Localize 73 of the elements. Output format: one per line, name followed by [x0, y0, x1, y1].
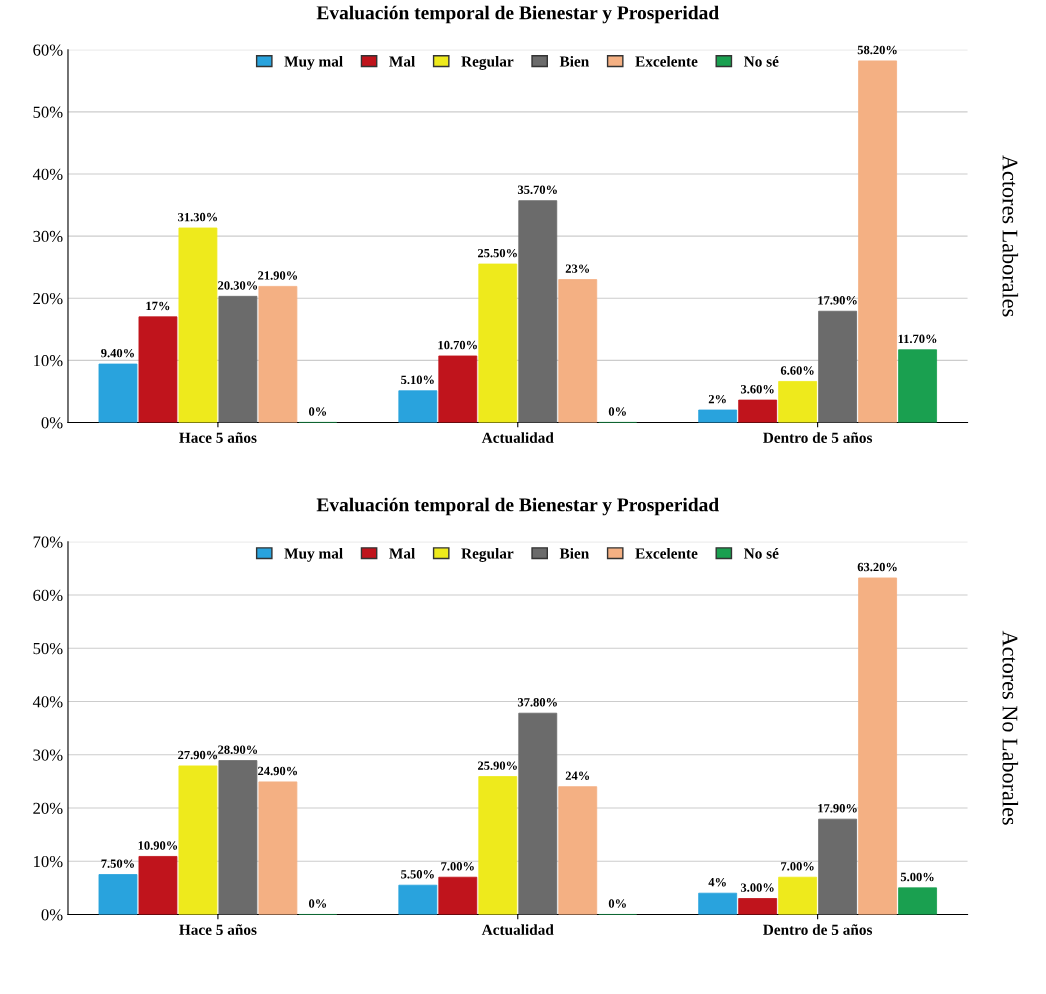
data-label: 5.10%: [401, 375, 434, 385]
y-tick-label: 40%: [32, 168, 63, 180]
y-tick-label: 0%: [41, 909, 63, 921]
data-label: 25.90%: [477, 761, 517, 770]
data-label: 17.90%: [818, 804, 857, 813]
y-tick-label: 60%: [33, 589, 63, 601]
y-tick-label: 30%: [33, 230, 63, 243]
data-label: 10.70%: [438, 340, 477, 350]
y-tick-label: 70%: [33, 536, 63, 548]
data-label: 35.70%: [517, 185, 557, 195]
y-tick-label: 50%: [33, 642, 63, 655]
legend-label: Muy mal: [284, 55, 343, 70]
legend-label: Muy mal: [284, 547, 343, 562]
data-label: 0%: [608, 407, 626, 416]
data-label: 58.20%: [857, 45, 897, 55]
data-label: 0%: [308, 899, 327, 908]
data-label: 21.90%: [258, 271, 298, 280]
data-label: 7.50%: [101, 859, 134, 868]
data-label: 31.30%: [178, 212, 218, 222]
y-tick-label: 50%: [33, 106, 63, 118]
x-tick-label: Dentro de 5 años: [763, 432, 873, 443]
data-label: 20.30%: [218, 281, 258, 290]
data-label: 2%: [708, 394, 726, 404]
data-label: 9.40%: [101, 348, 134, 358]
data-label: 7.00%: [441, 862, 474, 871]
data-label: 0%: [608, 899, 626, 908]
legend-label: Regular: [461, 547, 514, 562]
y-tick-label: 10%: [34, 855, 63, 868]
chart-title: Evaluación temporal de Bienestar y Prosperidad: [316, 497, 719, 516]
data-label: 3.00%: [740, 883, 774, 892]
legend-label: Mal: [389, 55, 415, 67]
x-tick-label: Hace 5 años: [179, 432, 257, 443]
y-tick-label: 0%: [41, 417, 63, 429]
legend-label: Regular: [461, 55, 514, 70]
data-label: 37.80%: [517, 698, 557, 707]
x-tick-label: Actualidad: [481, 924, 554, 935]
y-tick-label: 40%: [32, 696, 63, 708]
data-label: 6.60%: [780, 366, 814, 375]
y2-axis-title: Actores No Laborales: [1002, 630, 1019, 825]
y-tick-label: 60%: [33, 44, 63, 56]
x-tick-label: Actualidad: [481, 432, 554, 443]
legend-label: Mal: [389, 547, 415, 559]
data-label: 5.00%: [900, 872, 934, 882]
legend-label: Excelente: [635, 55, 698, 67]
data-label: 24.90%: [258, 766, 298, 776]
data-label: 7.00%: [781, 862, 814, 871]
data-label: 17.90%: [818, 296, 857, 305]
data-label: 0%: [308, 407, 327, 416]
legend-label: Bien: [559, 55, 590, 67]
legend-label: Bien: [559, 547, 590, 559]
data-label: 11.70%: [898, 334, 937, 344]
data-label: 10.90%: [138, 841, 178, 850]
data-label: 3.60%: [740, 384, 774, 394]
data-label: 5.50%: [401, 870, 434, 879]
legend-label: No sé: [743, 55, 779, 67]
y-tick-label: 10%: [34, 355, 63, 367]
y-tick-label: 30%: [33, 749, 63, 761]
y2-axis-title: Actores Laborales: [1002, 155, 1019, 317]
data-label: 25.50%: [477, 248, 517, 258]
data-label: 24%: [565, 771, 590, 781]
chart-title: Evaluación temporal de Bienestar y Prosperidad: [316, 5, 719, 24]
data-label: 63.20%: [857, 562, 897, 572]
data-label: 28.90%: [218, 745, 258, 754]
data-label: 4%: [708, 878, 726, 887]
x-tick-label: Hace 5 años: [179, 924, 257, 935]
x-tick-label: Dentro de 5 años: [763, 924, 873, 935]
data-label: 23%: [565, 264, 590, 273]
y-tick-label: 20%: [33, 292, 63, 305]
legend-label: No sé: [743, 547, 779, 559]
legend-label: Excelente: [635, 547, 698, 559]
data-label: 27.90%: [178, 750, 218, 760]
data-label: 17%: [146, 301, 170, 311]
y-tick-label: 20%: [33, 802, 63, 814]
